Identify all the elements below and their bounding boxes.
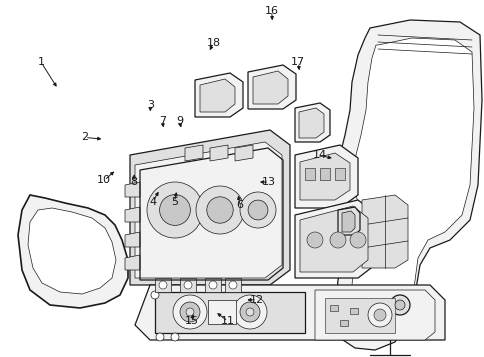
Polygon shape xyxy=(199,79,235,112)
Polygon shape xyxy=(253,71,287,104)
Polygon shape xyxy=(300,206,367,272)
Text: 2: 2 xyxy=(81,132,88,142)
Circle shape xyxy=(373,309,385,321)
Text: 17: 17 xyxy=(290,57,305,67)
Polygon shape xyxy=(225,278,241,292)
Polygon shape xyxy=(247,65,295,109)
Text: 14: 14 xyxy=(312,150,327,160)
Polygon shape xyxy=(130,130,289,285)
Bar xyxy=(208,300,236,324)
Polygon shape xyxy=(334,20,481,350)
Polygon shape xyxy=(184,145,203,161)
Text: 4: 4 xyxy=(149,197,156,207)
Polygon shape xyxy=(205,278,221,292)
Bar xyxy=(339,320,348,326)
Circle shape xyxy=(240,302,259,322)
Polygon shape xyxy=(337,207,359,235)
Bar xyxy=(329,305,337,311)
Circle shape xyxy=(186,308,194,316)
Polygon shape xyxy=(361,195,407,268)
Circle shape xyxy=(306,232,322,248)
Bar xyxy=(334,168,344,180)
Circle shape xyxy=(389,295,409,315)
Circle shape xyxy=(173,295,207,329)
Circle shape xyxy=(159,281,166,289)
Polygon shape xyxy=(155,278,171,292)
Polygon shape xyxy=(125,255,140,270)
Polygon shape xyxy=(294,145,357,208)
Polygon shape xyxy=(341,211,354,232)
Text: 3: 3 xyxy=(147,100,153,110)
Text: 16: 16 xyxy=(264,6,278,16)
Text: 18: 18 xyxy=(206,38,220,48)
Bar xyxy=(324,298,394,333)
Polygon shape xyxy=(235,145,253,161)
Text: 10: 10 xyxy=(97,175,111,185)
Circle shape xyxy=(206,197,233,223)
Circle shape xyxy=(367,303,391,327)
Bar xyxy=(319,168,329,180)
Circle shape xyxy=(151,291,159,299)
Polygon shape xyxy=(300,153,349,200)
Circle shape xyxy=(183,281,192,289)
Polygon shape xyxy=(125,207,140,222)
Bar xyxy=(304,168,314,180)
Polygon shape xyxy=(28,208,116,294)
Text: 11: 11 xyxy=(221,316,234,326)
Text: 8: 8 xyxy=(130,177,136,187)
Text: 7: 7 xyxy=(159,116,166,126)
Circle shape xyxy=(232,295,267,329)
Polygon shape xyxy=(155,292,304,333)
Polygon shape xyxy=(294,200,374,278)
Circle shape xyxy=(228,281,237,289)
Circle shape xyxy=(159,195,190,225)
Circle shape xyxy=(394,300,404,310)
Text: 5: 5 xyxy=(171,197,178,207)
Polygon shape xyxy=(125,232,140,247)
Polygon shape xyxy=(135,142,281,278)
Text: 15: 15 xyxy=(184,316,198,326)
Circle shape xyxy=(156,333,164,341)
Text: 13: 13 xyxy=(262,177,275,187)
Bar xyxy=(349,308,357,314)
Text: 1: 1 xyxy=(38,57,45,67)
Polygon shape xyxy=(294,103,329,142)
Polygon shape xyxy=(195,73,242,117)
Circle shape xyxy=(180,302,199,322)
Polygon shape xyxy=(135,285,444,340)
Circle shape xyxy=(349,232,365,248)
Polygon shape xyxy=(18,195,128,308)
Polygon shape xyxy=(125,182,140,197)
Polygon shape xyxy=(180,278,196,292)
Circle shape xyxy=(240,192,275,228)
Text: 12: 12 xyxy=(249,295,264,305)
Circle shape xyxy=(171,333,179,341)
Text: 9: 9 xyxy=(176,116,182,126)
Polygon shape xyxy=(298,108,323,138)
Polygon shape xyxy=(210,145,227,161)
Circle shape xyxy=(329,232,345,248)
Circle shape xyxy=(245,308,254,316)
Circle shape xyxy=(196,186,243,234)
Circle shape xyxy=(147,182,203,238)
Circle shape xyxy=(209,281,216,289)
Polygon shape xyxy=(349,38,473,336)
Circle shape xyxy=(248,200,267,220)
Polygon shape xyxy=(314,290,434,340)
Text: 6: 6 xyxy=(236,200,243,210)
